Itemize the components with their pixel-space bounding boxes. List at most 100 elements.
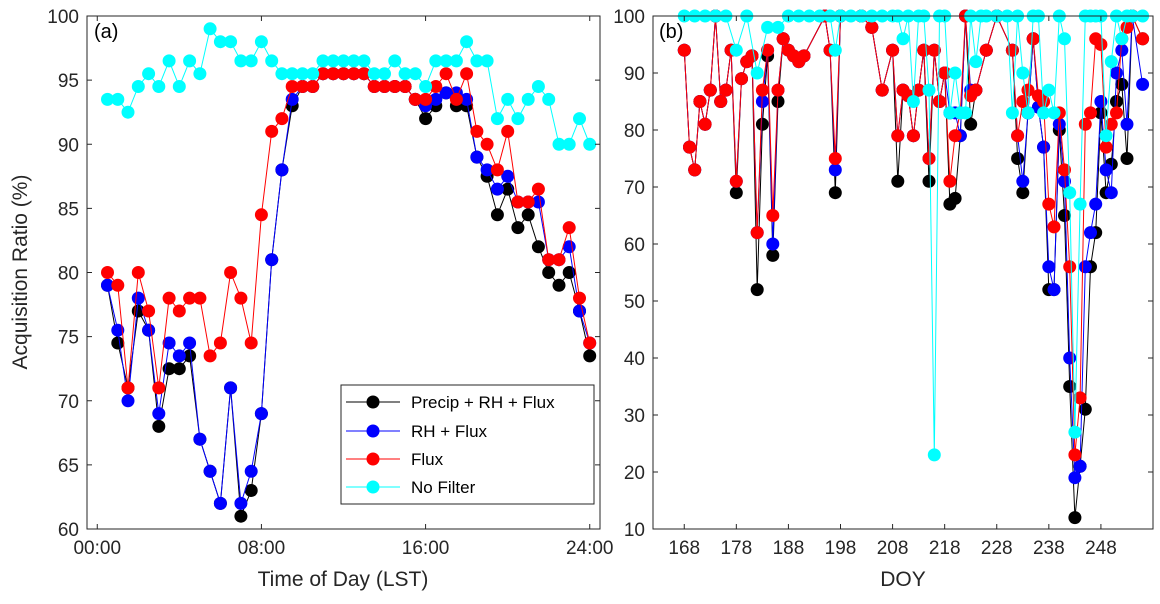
panel-a-data-point xyxy=(501,182,515,196)
panel-a-y-axis-label: Acquisition Ratio (%) xyxy=(9,175,32,370)
legend-marker-nofilter xyxy=(366,480,380,494)
panel-b-x-tick-label: 248 xyxy=(1085,538,1117,559)
panel-a-data-point xyxy=(111,278,125,292)
panel-b-data-point xyxy=(917,43,931,57)
panel-a-data-point xyxy=(449,54,463,68)
panel-b-data-point xyxy=(828,186,842,200)
panel-b-data-point xyxy=(1011,152,1025,165)
panel-a-data-point xyxy=(244,54,258,68)
panel-a-data-point xyxy=(183,349,197,363)
panel-b-y-tick-label: 100 xyxy=(613,7,645,28)
panel-a-data-point xyxy=(429,80,443,93)
panel-a-data-point xyxy=(275,112,289,126)
panel-b-data-point xyxy=(969,83,983,97)
panel-a-data-point xyxy=(439,67,453,81)
panel-a-data-point xyxy=(234,54,248,68)
panel-b-data-point xyxy=(1115,77,1129,91)
panel-a-data-point xyxy=(162,291,176,305)
panel-a-data-point xyxy=(367,80,381,93)
panel-b-data-point xyxy=(797,49,811,63)
panel-a-data-point xyxy=(254,208,268,222)
panel-b-x-tick-label: 228 xyxy=(981,538,1013,559)
panel-a-data-point xyxy=(306,80,320,93)
panel-a-data-point xyxy=(203,22,217,36)
panel-a-data-point xyxy=(460,67,474,81)
panel-a-data-point xyxy=(254,35,268,49)
panel-b-data-point xyxy=(1120,117,1134,131)
panel-b-tag: (b) xyxy=(659,21,683,43)
panel-a-data-point xyxy=(172,349,186,363)
panel-b-data-point xyxy=(1058,209,1071,222)
panel-b-data-point xyxy=(1110,95,1123,108)
panel-b-data-point xyxy=(761,43,775,57)
panel-a-data-point xyxy=(542,266,556,279)
panel-a-data-point xyxy=(306,67,320,81)
panel-b-data-point xyxy=(688,163,702,177)
panel-b-frame xyxy=(652,15,1154,530)
panel-a-data-point xyxy=(285,80,299,93)
panel-a-x-tick-label: 24:00 xyxy=(566,538,614,559)
panel-b-ticks: 168 178 188 198 208 218 228 238 248 10 20 30 40 50 60 7… xyxy=(613,7,1153,559)
panel-a-data-point xyxy=(101,92,114,106)
panel-b-x-tick-label: 208 xyxy=(877,538,909,559)
panel-a-x-axis-label: Time of Day (LST) xyxy=(258,568,429,591)
panel-a-data-point xyxy=(531,195,545,209)
panel-b-data-point xyxy=(1011,129,1025,143)
panel-b-data-point xyxy=(896,32,910,46)
panel-b-data-point xyxy=(943,106,957,120)
panel-a-data-point xyxy=(111,92,125,106)
panel-a-data-point xyxy=(531,182,545,196)
panel-a-data-point xyxy=(213,496,227,510)
panel-a-data-point xyxy=(101,266,114,279)
panel-b-data-point xyxy=(948,129,962,143)
panel-b-y-tick-label: 40 xyxy=(624,349,645,370)
panel-a-data-point xyxy=(480,163,494,177)
panel-a-data-point xyxy=(347,54,361,68)
panel-a-data-point xyxy=(521,208,535,222)
panel-b-y-tick-label: 60 xyxy=(624,235,645,256)
panel-a-data-point xyxy=(265,54,279,68)
panel-a-data-point xyxy=(511,195,525,209)
panel-b-data-point xyxy=(1099,163,1113,177)
panel-a-data-point xyxy=(142,304,156,318)
panel-a-data-point xyxy=(490,163,504,177)
panel-a-data-point xyxy=(419,112,433,126)
panel-a-data-point xyxy=(552,137,566,151)
legend-marker-precip xyxy=(366,395,380,409)
legend: Precip + RH + Flux RH + Flux Flux No Fil… xyxy=(340,384,595,505)
panel-a-data-point xyxy=(449,92,463,106)
panel-a-data-point xyxy=(254,407,268,421)
panel-a-data-point xyxy=(562,137,576,151)
panel-b-y-tick-label: 90 xyxy=(624,64,645,85)
panel-a-data-point xyxy=(316,67,330,81)
panel-a-data-point xyxy=(470,124,484,138)
panel-b-y-tick-label: 10 xyxy=(624,520,645,541)
panel-b-data-point xyxy=(1068,511,1082,525)
panel-a-data-point xyxy=(511,112,525,126)
panel-a-data-point xyxy=(521,195,535,209)
panel-b-data-point xyxy=(948,191,962,205)
panel-a-series-no-filter xyxy=(101,22,597,151)
panel-a-data-point xyxy=(234,496,248,510)
panel-b-data-point xyxy=(683,140,696,154)
panel-b-data-point xyxy=(750,226,764,240)
panel-b-x-tick-label: 168 xyxy=(668,538,700,559)
panel-a-data-point xyxy=(131,266,145,279)
panel-b-data-point xyxy=(1068,425,1082,439)
panel-b-data-point xyxy=(1052,117,1066,131)
panel-b-data-point xyxy=(755,83,769,97)
panel-b-x-tick-label: 238 xyxy=(1033,538,1065,559)
panel-b-data-point xyxy=(766,237,780,251)
panel-a-data-point xyxy=(490,182,504,196)
panel-b-data-point xyxy=(1115,43,1129,57)
panel-a-data-point xyxy=(326,67,340,81)
panel-a-data-point xyxy=(121,394,135,408)
panel-a-data-point xyxy=(460,35,474,49)
panel-b-data-point xyxy=(922,152,936,165)
panel-a-data-point xyxy=(224,381,238,395)
panel-b-data-point xyxy=(677,43,691,57)
panel-a-data-point xyxy=(326,54,340,68)
panel-a-data-point xyxy=(419,92,433,106)
panel-a-data-point xyxy=(347,67,361,81)
panel-a-data-point xyxy=(531,240,545,254)
